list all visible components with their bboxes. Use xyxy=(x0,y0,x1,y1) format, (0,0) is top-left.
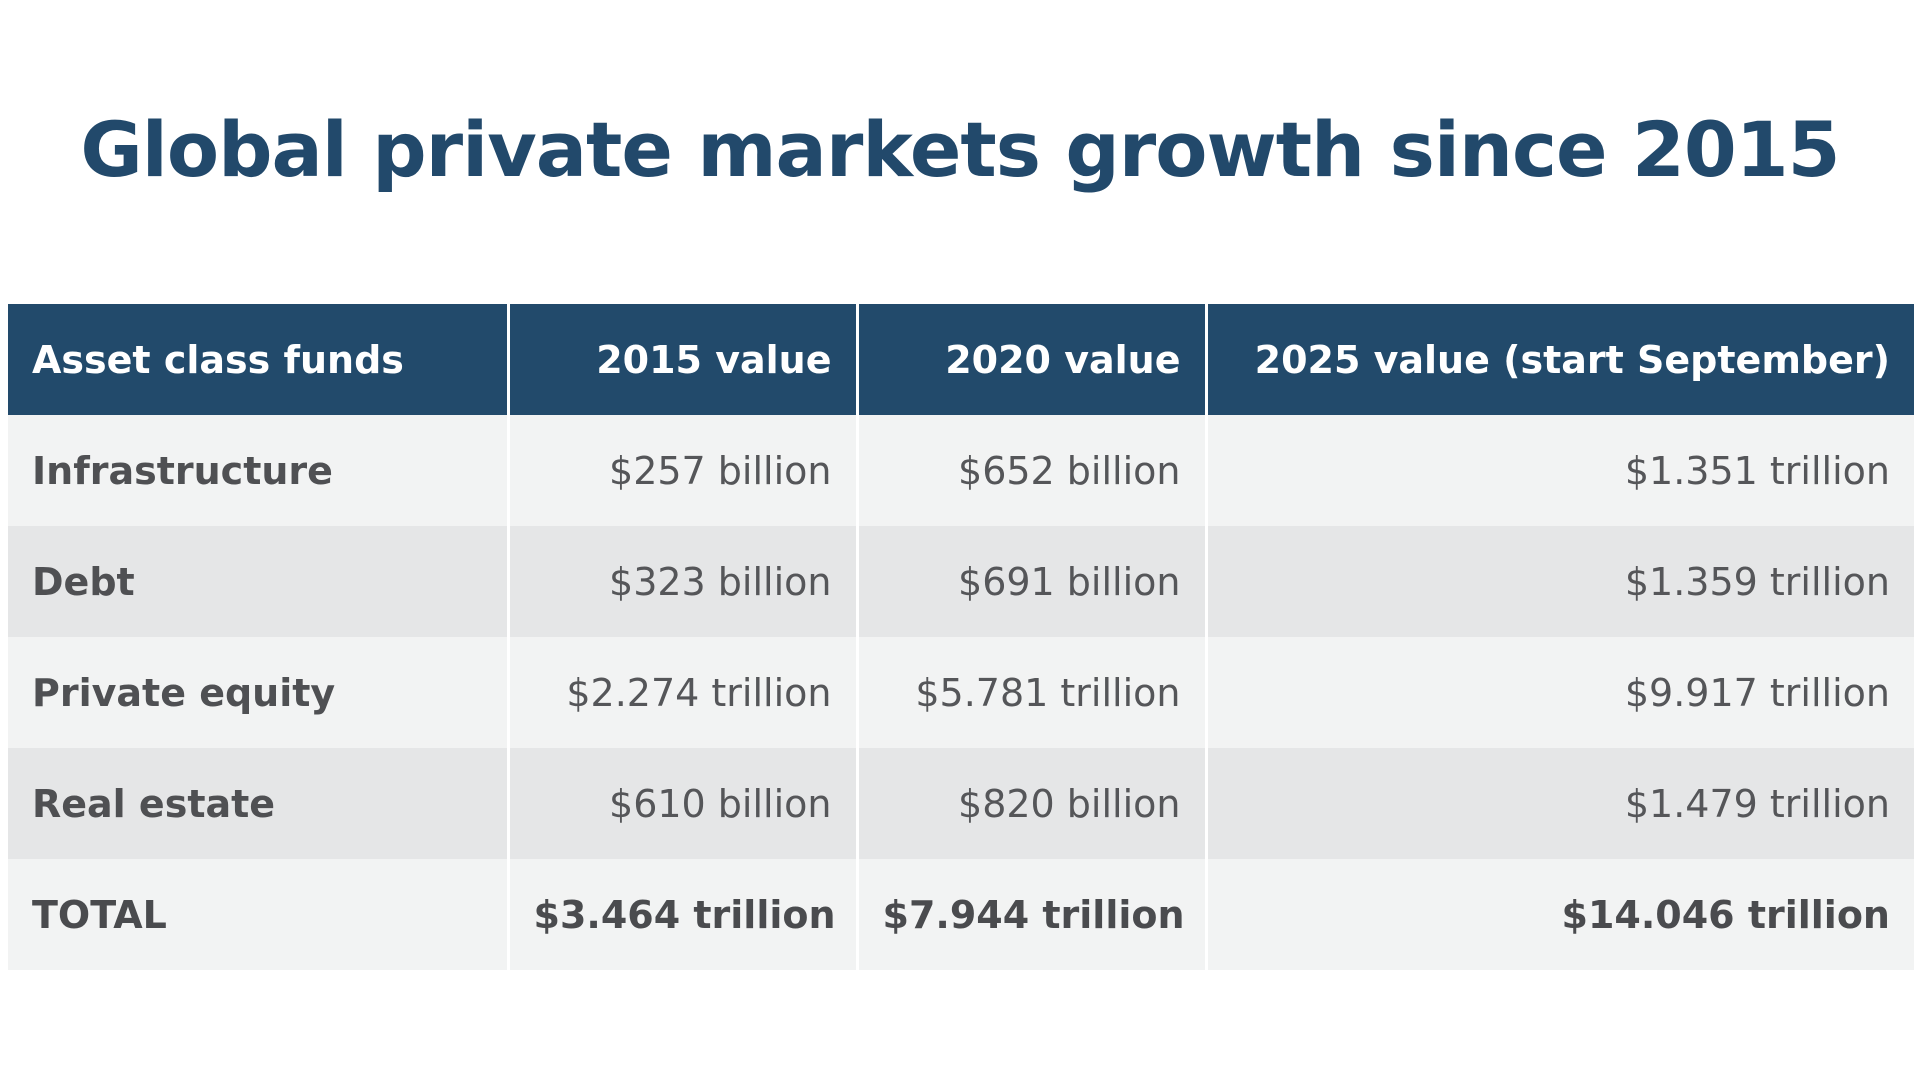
table-row: Private equity $2.274 trillion $5.781 tr… xyxy=(8,637,1914,748)
row-label: Infrastructure xyxy=(8,415,508,526)
table-header-row: Asset class funds 2015 value 2020 value … xyxy=(8,304,1914,415)
header-2015-value: 2015 value xyxy=(506,304,857,415)
cell-2020: $691 billion xyxy=(855,526,1206,637)
row-label: Private equity xyxy=(8,637,508,748)
cell-2020: $5.781 trillion xyxy=(855,637,1206,748)
cell-2020: $820 billion xyxy=(855,748,1206,859)
page-title: Global private markets growth since 2015 xyxy=(80,105,1840,194)
cell-2015: $2.274 trillion xyxy=(506,637,857,748)
table-row: Real estate $610 billion $820 billion $1… xyxy=(8,748,1914,859)
total-label: TOTAL xyxy=(8,859,508,970)
cell-2015: $610 billion xyxy=(506,748,857,859)
cell-2015: $257 billion xyxy=(506,415,857,526)
table-row: Infrastructure $257 billion $652 billion… xyxy=(8,415,1914,526)
cell-2015: $323 billion xyxy=(506,526,857,637)
table-row: Debt $323 billion $691 billion $1.359 tr… xyxy=(8,526,1914,637)
cell-2025: $1.479 trillion xyxy=(1204,748,1914,859)
row-label: Real estate xyxy=(8,748,508,859)
table-total-row: TOTAL $3.464 trillion $7.944 trillion $1… xyxy=(8,859,1914,970)
data-table-container: Asset class funds 2015 value 2020 value … xyxy=(8,304,1914,970)
asset-class-table: Asset class funds 2015 value 2020 value … xyxy=(8,304,1914,970)
header-2025-value: 2025 value (start September) xyxy=(1204,304,1914,415)
total-2025: $14.046 trillion xyxy=(1204,859,1914,970)
cell-2020: $652 billion xyxy=(855,415,1206,526)
row-label: Debt xyxy=(8,526,508,637)
cell-2025: $1.351 trillion xyxy=(1204,415,1914,526)
cell-2025: $1.359 trillion xyxy=(1204,526,1914,637)
cell-2025: $9.917 trillion xyxy=(1204,637,1914,748)
total-2015: $3.464 trillion xyxy=(506,859,857,970)
total-2020: $7.944 trillion xyxy=(855,859,1206,970)
header-asset-class: Asset class funds xyxy=(8,304,508,415)
header-2020-value: 2020 value xyxy=(855,304,1206,415)
